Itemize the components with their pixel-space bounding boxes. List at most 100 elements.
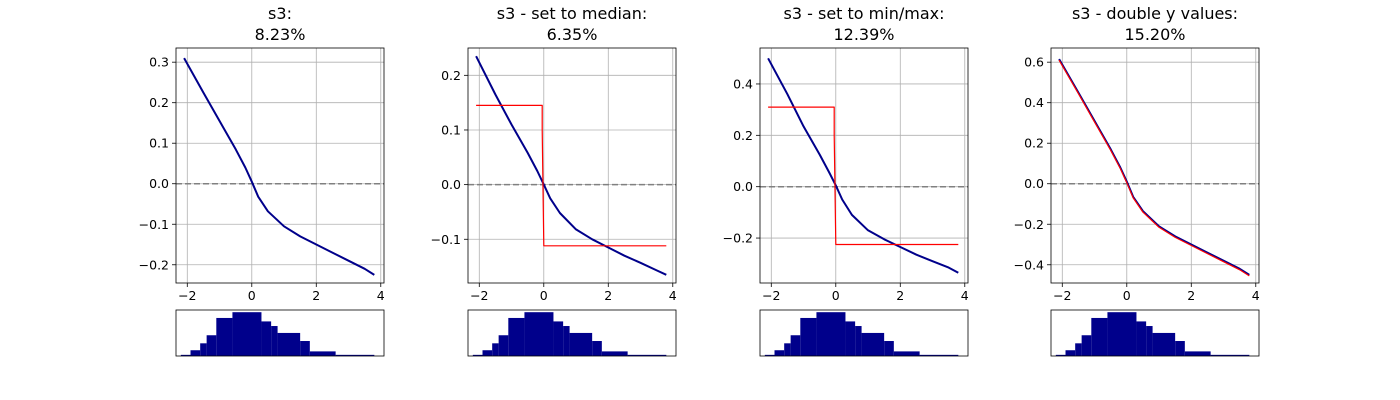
axes-frame xyxy=(467,47,677,284)
histogram-bar xyxy=(627,354,667,356)
x-tick-label: −2 xyxy=(178,288,196,303)
histogram-bar xyxy=(524,312,554,356)
subplot-score: 15.20% xyxy=(1124,25,1185,44)
subplot-title: s3 - set to median: xyxy=(497,4,648,23)
histogram-bar xyxy=(300,341,310,356)
histogram-bar xyxy=(563,326,570,356)
histogram-bar xyxy=(919,354,959,356)
x-tick-label: 0 xyxy=(832,288,840,303)
subplot-title: s3 - double y values: xyxy=(1072,4,1238,23)
histogram-bar xyxy=(206,335,217,356)
histogram-bar xyxy=(1175,341,1185,356)
histogram-bar xyxy=(472,354,483,356)
histogram-bar xyxy=(1146,326,1153,356)
histogram-bar xyxy=(492,343,499,356)
axes-frame xyxy=(1050,47,1260,284)
histogram-bar xyxy=(845,321,856,356)
histogram-bar xyxy=(335,354,375,356)
subplot-4: s3 - double y values: 15.20% −2 0 2 4 −0.4 −0.2… xyxy=(1014,4,1260,357)
histogram-bar xyxy=(1075,343,1082,356)
histogram-bar xyxy=(309,351,336,356)
series-line-original xyxy=(767,57,959,274)
histogram-bar xyxy=(569,332,593,356)
y-tick-label: 0.6 xyxy=(1024,55,1044,70)
histogram-bar xyxy=(784,343,791,356)
histogram-frame xyxy=(759,309,969,357)
histogram-bar xyxy=(764,354,775,356)
axes-frame xyxy=(759,47,969,284)
histogram-bar xyxy=(232,312,262,356)
subplot-title: s3: xyxy=(268,4,292,23)
series-line-modified xyxy=(1058,59,1250,277)
subplot-title: s3 - set to min/max: xyxy=(784,4,945,23)
histogram-bar xyxy=(1136,321,1147,356)
histogram-bar xyxy=(774,350,785,356)
x-tick-label: 2 xyxy=(896,288,904,303)
histogram-bar xyxy=(216,317,233,356)
histogram-bar xyxy=(800,317,817,356)
x-tick-label: 4 xyxy=(1252,288,1260,303)
histogram-bar xyxy=(816,312,846,356)
histogram-bar xyxy=(1081,335,1092,356)
x-tick-label: 2 xyxy=(312,288,320,303)
series-line-original xyxy=(183,57,375,276)
x-tick-label: 4 xyxy=(961,288,969,303)
y-tick-label: 0.4 xyxy=(733,76,753,91)
histogram-bar xyxy=(1184,351,1211,356)
x-tick-label: 4 xyxy=(669,288,677,303)
y-tick-label: 0.1 xyxy=(149,136,169,151)
y-tick-label: 0.0 xyxy=(733,179,753,194)
histogram-bar xyxy=(200,343,207,356)
x-tick-label: −2 xyxy=(1053,288,1071,303)
histogram-bar xyxy=(190,350,201,356)
y-tick-label: −0.2 xyxy=(139,257,169,272)
axes-frame xyxy=(175,47,385,284)
y-tick-label: −0.1 xyxy=(139,217,169,232)
series-line-modified xyxy=(768,106,959,246)
histogram-bar xyxy=(261,321,272,356)
subplot-2: s3 - set to median: 6.35% −2 0 2 4 −0.1 0.0 0.1 0… xyxy=(431,4,677,357)
y-tick-label: 0.2 xyxy=(441,68,461,83)
histogram-bar xyxy=(1152,332,1176,356)
histogram-bar xyxy=(601,351,628,356)
subplot-1: s3: 8.23% −2 0 2 4 −0.2 −0.1 0.0 0.1 0.2 0.3 xyxy=(139,4,385,357)
series-line-original xyxy=(475,55,667,276)
x-tick-label: 0 xyxy=(540,288,548,303)
subplot-score: 12.39% xyxy=(833,25,894,44)
histogram-bar xyxy=(1055,354,1066,356)
y-tick-label: −0.2 xyxy=(1014,217,1044,232)
histogram-bar xyxy=(1065,350,1076,356)
histogram-bar xyxy=(180,354,191,356)
x-tick-label: −2 xyxy=(762,288,780,303)
histogram-frame xyxy=(467,309,677,357)
x-tick-label: 0 xyxy=(1123,288,1131,303)
subplot-3: s3 - set to min/max: 12.39% −2 0 2 4 −0.2 0.0 0.… xyxy=(723,4,969,357)
histogram-bar xyxy=(893,351,920,356)
histogram-bar xyxy=(855,326,862,356)
subplot-score: 8.23% xyxy=(255,25,306,44)
histogram-bar xyxy=(1107,312,1137,356)
histogram-frame xyxy=(1050,309,1260,357)
histogram-bar xyxy=(277,332,301,356)
y-tick-label: 0.2 xyxy=(733,128,753,143)
y-tick-label: 0.0 xyxy=(441,177,461,192)
y-tick-label: 0.4 xyxy=(1024,95,1044,110)
y-tick-label: −0.1 xyxy=(431,232,461,247)
y-tick-label: 0.0 xyxy=(149,176,169,191)
histogram-bar xyxy=(1210,354,1250,356)
histogram-bar xyxy=(271,326,278,356)
y-tick-label: 0.1 xyxy=(441,122,461,137)
y-tick-label: 0.3 xyxy=(149,55,169,70)
histogram-bar xyxy=(790,335,801,356)
histogram-bar xyxy=(498,335,509,356)
y-tick-label: 0.2 xyxy=(149,95,169,110)
histogram-bar xyxy=(508,317,525,356)
x-tick-label: −2 xyxy=(470,288,488,303)
x-tick-label: 2 xyxy=(1187,288,1195,303)
y-tick-label: −0.4 xyxy=(1014,257,1044,272)
series-line-original xyxy=(1058,58,1250,276)
subplot-score: 6.35% xyxy=(547,25,598,44)
y-tick-label: 0.2 xyxy=(1024,136,1044,151)
histogram-bar xyxy=(592,341,602,356)
y-tick-label: 0.0 xyxy=(1024,176,1044,191)
